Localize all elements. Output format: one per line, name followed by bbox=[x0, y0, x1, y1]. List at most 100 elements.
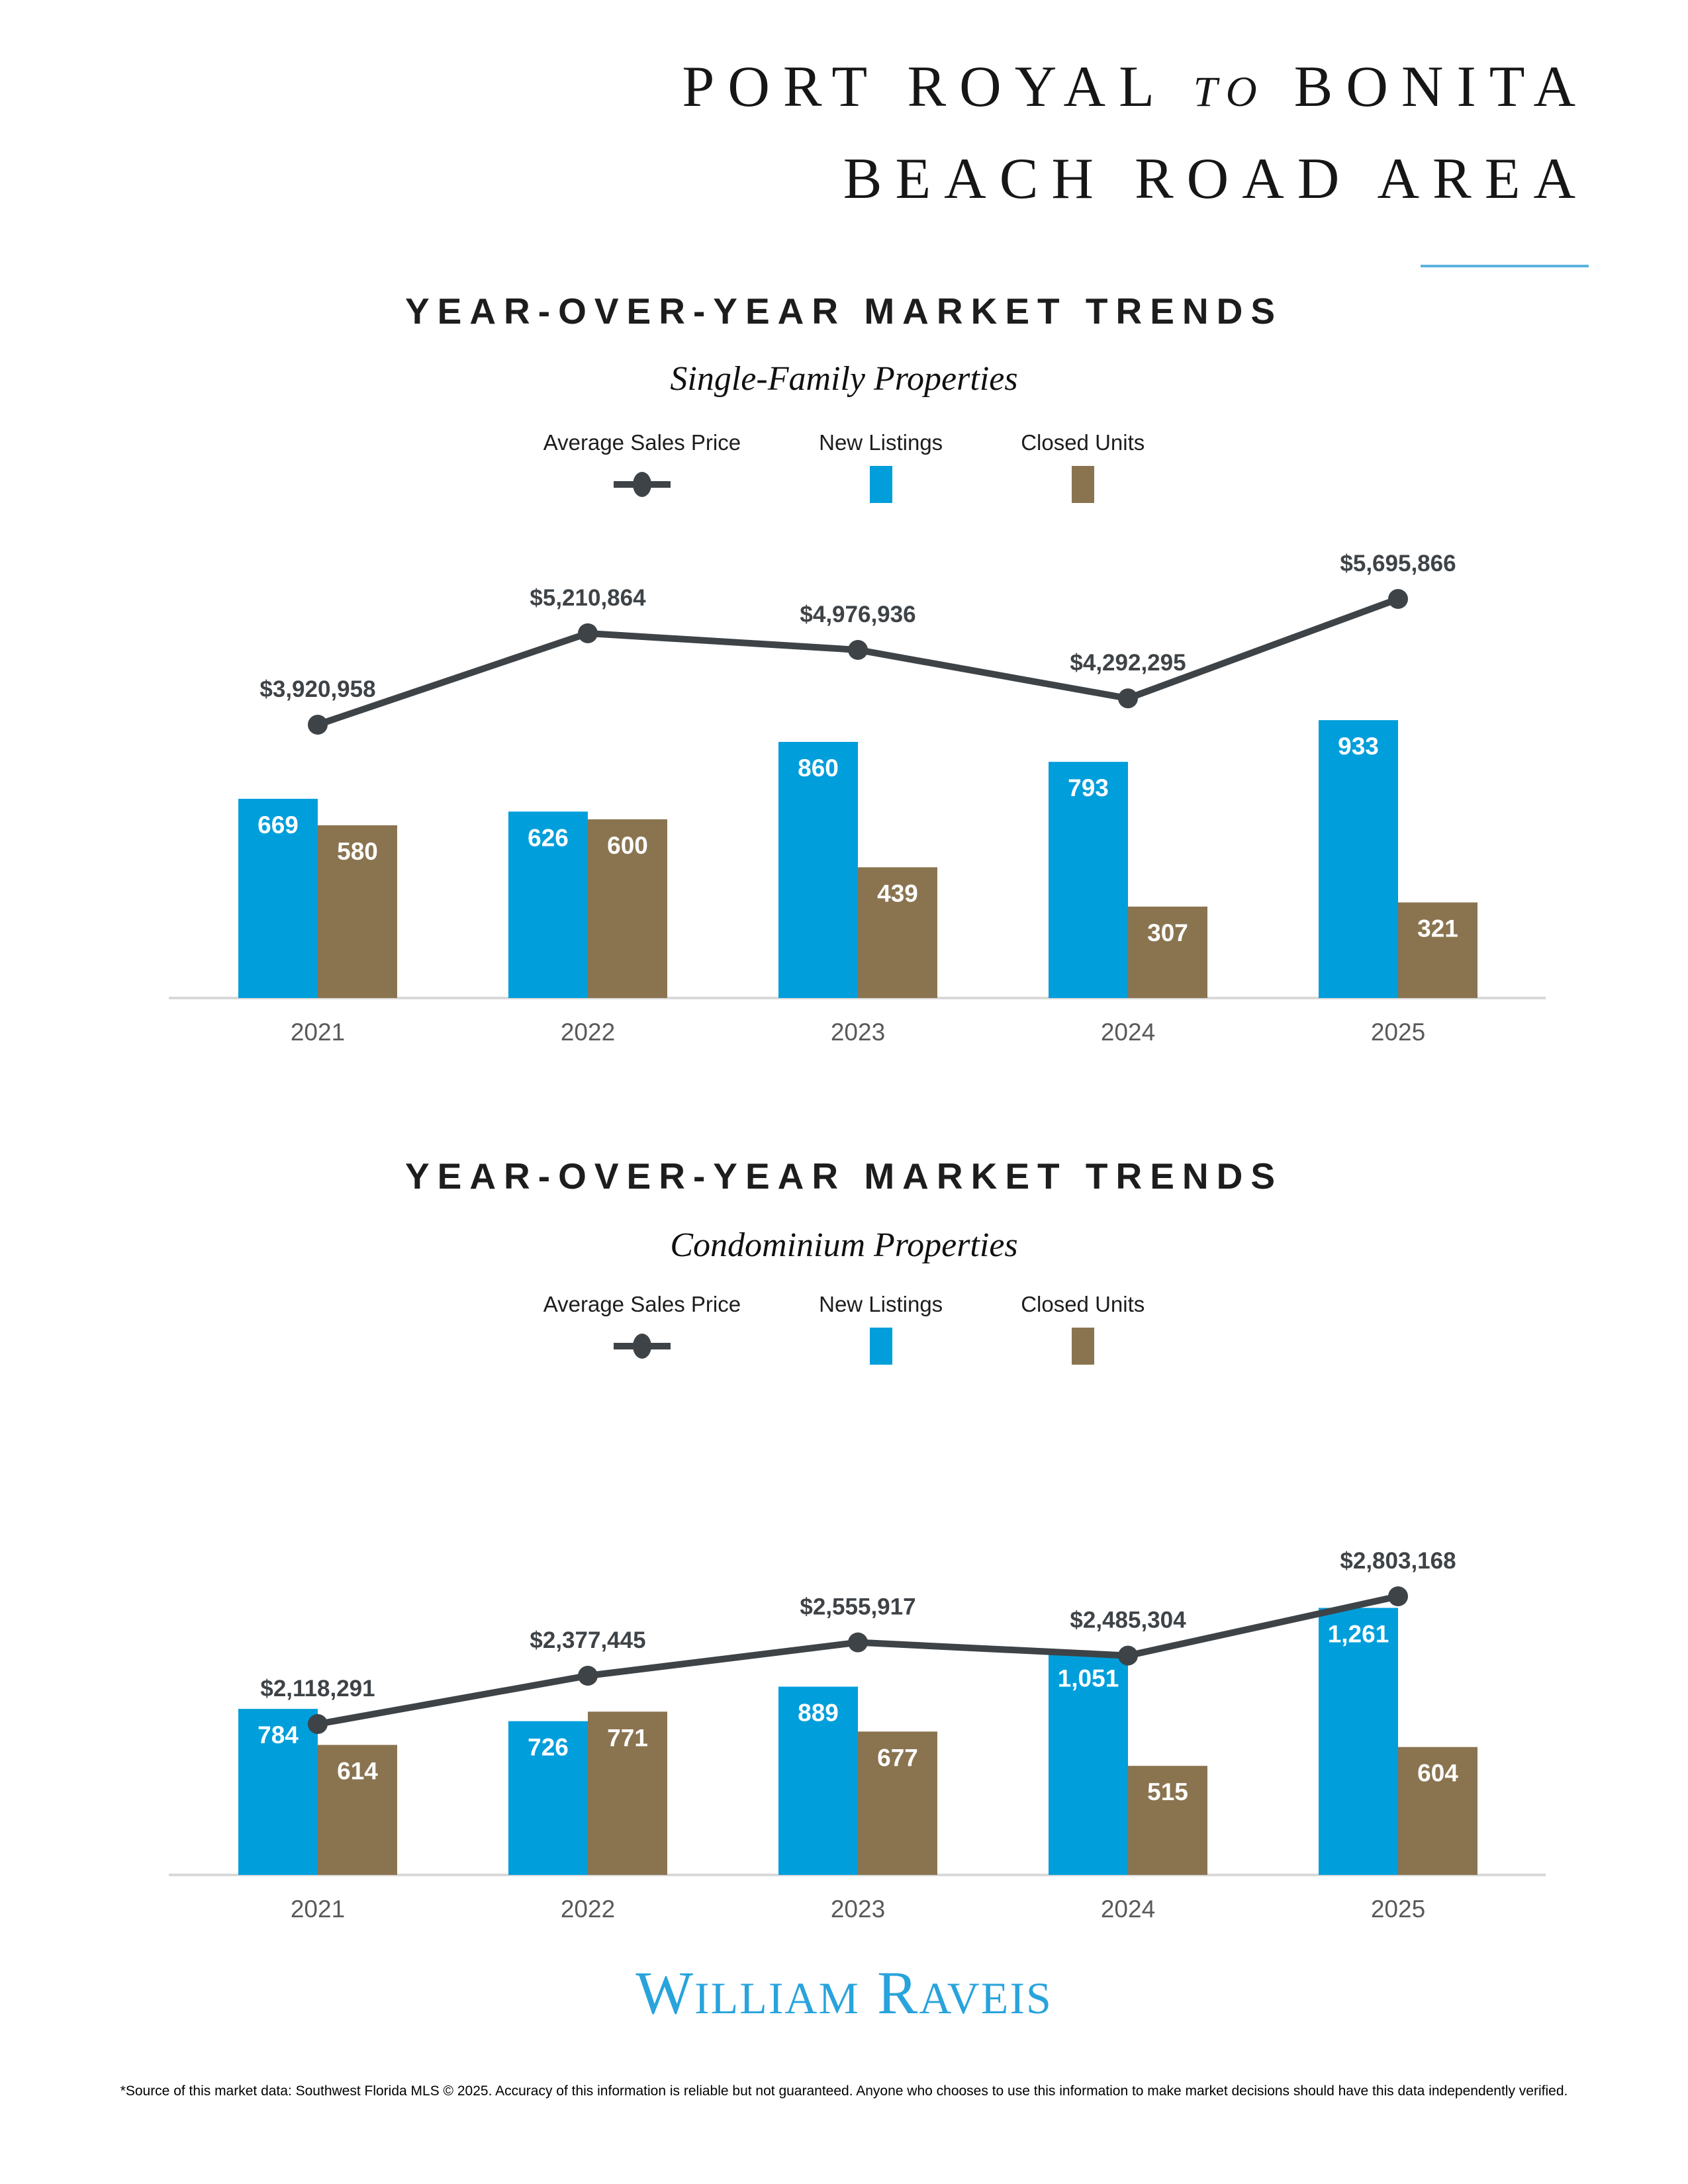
price-label-2022: $2,377,445 bbox=[530, 1627, 645, 1653]
price-label-2023: $4,976,936 bbox=[800, 602, 915, 627]
bar-new-listings-2023 bbox=[778, 742, 858, 998]
bar-new-listings-2021 bbox=[238, 1709, 318, 1875]
bar-value-closed-units-2021: 614 bbox=[337, 1758, 378, 1785]
price-label-2025: $5,695,866 bbox=[1340, 551, 1456, 576]
title-part-to: to bbox=[1193, 68, 1266, 116]
legend-item-closed-units: Closed Units bbox=[1021, 430, 1145, 503]
price-point-2025 bbox=[1388, 1586, 1408, 1606]
legend-label-average-sales-price: Average Sales Price bbox=[543, 1292, 741, 1316]
bar-value-closed-units-2022: 600 bbox=[607, 832, 648, 859]
blue-swatch-icon bbox=[869, 1328, 892, 1365]
legend-item-closed-units: Closed Units bbox=[1021, 1292, 1145, 1365]
bar-value-closed-units-2022: 771 bbox=[607, 1724, 648, 1751]
year-label-2022: 2022 bbox=[561, 1019, 615, 1046]
legend-label-average-sales-price: Average Sales Price bbox=[543, 430, 741, 455]
chart2-subtitle: Condominium Properties bbox=[670, 1226, 1018, 1264]
bar-value-new-listings-2021: 784 bbox=[258, 1721, 299, 1749]
price-label-2022: $5,210,864 bbox=[530, 585, 646, 611]
price-point-2022 bbox=[578, 623, 598, 643]
price-point-2021 bbox=[308, 715, 328, 735]
legend-label-closed-units: Closed Units bbox=[1021, 1292, 1145, 1316]
year-label-2025: 2025 bbox=[1371, 1895, 1425, 1923]
legend-item-average-sales-price: Average Sales Price bbox=[543, 1292, 741, 1365]
bar-new-listings-2022 bbox=[508, 1721, 588, 1875]
legend-label-new-listings: New Listings bbox=[819, 1292, 943, 1316]
source-disclaimer: *Source of this market data: Southwest F… bbox=[120, 2083, 1568, 2099]
bar-value-new-listings-2025: 1,261 bbox=[1328, 1620, 1389, 1647]
year-label-2024: 2024 bbox=[1101, 1895, 1155, 1923]
price-point-2023 bbox=[848, 639, 868, 660]
page-title-line-2: BEACH ROAD AREA bbox=[843, 147, 1589, 212]
bar-value-closed-units-2021: 580 bbox=[337, 838, 378, 865]
bar-new-listings-2025 bbox=[1319, 720, 1398, 998]
bar-closed-units-2021 bbox=[318, 1745, 397, 1875]
title-part-1: PORT ROYAL bbox=[682, 55, 1166, 119]
page-title-line-1: PORT ROYAL to BONITA bbox=[0, 41, 1589, 133]
bar-closed-units-2025 bbox=[1398, 1747, 1477, 1875]
chart1-title: YEAR-OVER-YEAR MARKET TRENDS bbox=[404, 291, 1284, 332]
bar-value-new-listings-2024: 1,051 bbox=[1058, 1665, 1119, 1692]
year-label-2024: 2024 bbox=[1101, 1019, 1155, 1046]
price-point-2024 bbox=[1118, 1645, 1138, 1666]
year-label-2023: 2023 bbox=[831, 1895, 885, 1923]
bar-value-closed-units-2023: 439 bbox=[877, 880, 918, 907]
chart2-legend: Average Sales Price New Listings Closed … bbox=[0, 1292, 1688, 1365]
line-dot-marker-icon bbox=[612, 1328, 672, 1365]
bar-value-closed-units-2024: 307 bbox=[1147, 919, 1188, 946]
legend-item-new-listings: New Listings bbox=[819, 1292, 943, 1365]
brown-swatch-icon bbox=[1071, 1328, 1094, 1365]
price-point-2025 bbox=[1388, 589, 1408, 609]
bar-value-closed-units-2025: 321 bbox=[1417, 915, 1458, 942]
bar-closed-units-2024 bbox=[1128, 1766, 1207, 1875]
bar-closed-units-2023 bbox=[858, 867, 937, 998]
blue-swatch-icon bbox=[869, 466, 892, 503]
bar-closed-units-2025 bbox=[1398, 902, 1477, 998]
price-label-2024: $2,485,304 bbox=[1070, 1608, 1186, 1633]
bar-new-listings-2021 bbox=[238, 798, 318, 998]
william-raveis-logo: WILLIAM RAVEIS bbox=[635, 1959, 1053, 2026]
bar-value-new-listings-2022: 726 bbox=[528, 1734, 569, 1761]
bar-value-new-listings-2022: 626 bbox=[528, 824, 569, 851]
price-label-2024: $4,292,295 bbox=[1070, 650, 1186, 676]
bar-value-new-listings-2025: 933 bbox=[1338, 733, 1379, 760]
bar-closed-units-2022 bbox=[588, 1711, 667, 1875]
chart1-legend: Average Sales Price New Listings Closed … bbox=[0, 430, 1688, 503]
price-label-2025: $2,803,168 bbox=[1340, 1548, 1456, 1574]
bar-value-new-listings-2021: 669 bbox=[258, 811, 299, 839]
single-family-trends-chart: 669 626 860 793 933 580 600 439 307 321 $3,920,958… bbox=[169, 551, 1546, 1046]
price-point-2021 bbox=[308, 1714, 328, 1734]
bar-new-listings-2025 bbox=[1319, 1608, 1398, 1875]
year-label-2023: 2023 bbox=[831, 1019, 885, 1046]
bar-closed-units-2022 bbox=[588, 819, 667, 998]
chart1-subtitle: Single-Family Properties bbox=[670, 360, 1018, 398]
legend-label-new-listings: New Listings bbox=[819, 430, 943, 455]
bar-new-listings-2024 bbox=[1049, 1652, 1128, 1875]
bar-value-closed-units-2025: 604 bbox=[1417, 1760, 1458, 1787]
page-title: PORT ROYAL to BONITA BEACH ROAD AREA bbox=[0, 41, 1589, 225]
bar-value-new-listings-2023: 889 bbox=[798, 1700, 839, 1727]
price-label-2021: $2,118,291 bbox=[260, 1676, 375, 1702]
price-label-2021: $3,920,958 bbox=[259, 676, 375, 702]
bar-closed-units-2021 bbox=[318, 825, 397, 998]
price-point-2024 bbox=[1118, 688, 1138, 709]
legend-item-new-listings: New Listings bbox=[819, 430, 943, 503]
bar-value-closed-units-2023: 677 bbox=[877, 1744, 918, 1771]
chart2-title: YEAR-OVER-YEAR MARKET TRENDS bbox=[404, 1156, 1284, 1197]
line-dot-marker-icon bbox=[612, 466, 672, 503]
year-label-2025: 2025 bbox=[1371, 1019, 1425, 1046]
bar-new-listings-2024 bbox=[1049, 762, 1128, 998]
title-part-3: BONITA bbox=[1293, 55, 1589, 119]
bar-new-listings-2023 bbox=[778, 1686, 858, 1875]
bar-value-new-listings-2024: 793 bbox=[1068, 774, 1109, 801]
bar-value-closed-units-2024: 515 bbox=[1147, 1778, 1188, 1805]
bar-closed-units-2023 bbox=[858, 1731, 937, 1875]
price-label-2023: $2,555,917 bbox=[800, 1594, 915, 1620]
price-point-2022 bbox=[578, 1665, 598, 1686]
year-label-2021: 2021 bbox=[291, 1895, 345, 1923]
bar-closed-units-2024 bbox=[1128, 906, 1207, 998]
bar-new-listings-2022 bbox=[508, 811, 588, 998]
brown-swatch-icon bbox=[1071, 466, 1094, 503]
condominium-trends-chart: 784 726 889 1,051 1,261 614 771 677 515 604 $2,118… bbox=[169, 1548, 1546, 1923]
title-underline bbox=[1421, 265, 1589, 267]
bar-value-new-listings-2023: 860 bbox=[798, 754, 839, 782]
